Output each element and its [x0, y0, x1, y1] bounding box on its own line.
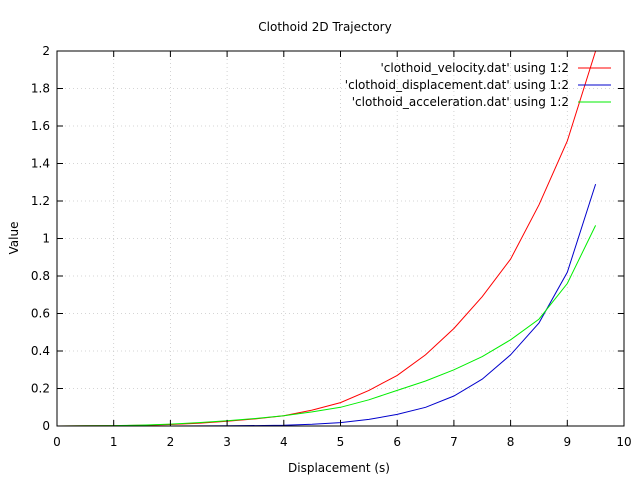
x-tick-label: 2 [167, 435, 175, 449]
series-line-2 [57, 183, 597, 427]
y-axis-label: Value [7, 222, 21, 255]
y-tick-label: 1.6 [31, 119, 50, 133]
x-tick-label: 7 [450, 435, 458, 449]
legend-label: 'clothoid_displacement.dat' using 1:2 [345, 78, 569, 92]
series-line-3 [56, 225, 597, 427]
y-tick-label: 0.2 [31, 382, 50, 396]
y-tick-label: 0.4 [31, 344, 50, 358]
y-tick-label: 2 [42, 44, 50, 58]
x-tick-label: 9 [563, 435, 571, 449]
y-tick-label: 1 [42, 232, 50, 246]
x-tick-label: 0 [53, 435, 61, 449]
x-axis-label: Displacement (s) [288, 461, 390, 475]
ticks [56, 50, 625, 427]
grid [57, 51, 624, 426]
x-tick-label: 8 [507, 435, 515, 449]
x-tick-labels: 0 1 2 3 4 5 6 7 8 9 10 [53, 435, 631, 449]
y-tick-labels: 0 0.2 0.4 0.6 0.8 1 1.2 1.4 1.6 1.8 2 [31, 44, 50, 433]
y-tick-label: 0 [42, 419, 50, 433]
x-tick-label: 10 [616, 435, 631, 449]
x-tick-label: 4 [280, 435, 288, 449]
chart-title: Clothoid 2D Trajectory [258, 20, 391, 34]
y-tick-label: 1.4 [31, 157, 50, 171]
y-tick-label: 0.8 [31, 269, 50, 283]
legend-label: 'clothoid_acceleration.dat' using 1:2 [352, 95, 569, 109]
x-tick-label: 6 [393, 435, 401, 449]
x-tick-label: 5 [337, 435, 345, 449]
y-tick-label: 1.2 [31, 194, 50, 208]
legend: 'clothoid_velocity.dat' using 1:2 'clotho… [345, 61, 611, 109]
legend-label: 'clothoid_velocity.dat' using 1:2 [380, 61, 569, 75]
x-tick-label: 1 [110, 435, 118, 449]
y-tick-label: 0.6 [31, 307, 50, 321]
x-tick-label: 3 [223, 435, 231, 449]
y-tick-label: 1.8 [31, 82, 50, 96]
